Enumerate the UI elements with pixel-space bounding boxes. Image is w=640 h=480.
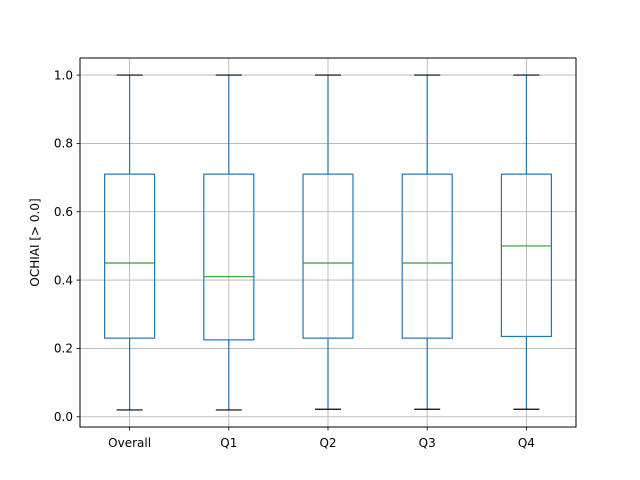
boxes-layer bbox=[103, 74, 552, 411]
box-iqr bbox=[103, 173, 156, 339]
x-tick-label: Q2 bbox=[319, 436, 336, 450]
y-tick-label: 1.0 bbox=[54, 68, 73, 82]
box-iqr bbox=[401, 173, 453, 339]
box-iqr bbox=[500, 173, 552, 338]
box-iqr bbox=[203, 173, 255, 341]
box-q4 bbox=[500, 74, 552, 410]
ticks-layer: 0.0 0.2 0.4 0.6 0.8 1.0 Overall Q1 Q2 Q3 Q4 bbox=[54, 68, 535, 450]
box-q2 bbox=[302, 74, 354, 410]
x-tick-label: Q3 bbox=[419, 436, 436, 450]
x-tick-label: Overall bbox=[108, 436, 151, 450]
x-tick-label: Q1 bbox=[220, 436, 237, 450]
box-q3 bbox=[401, 74, 453, 410]
y-tick-label: 0.6 bbox=[54, 205, 73, 219]
y-axis-label: OCHIAI [> 0.0] bbox=[28, 198, 42, 286]
y-tick-label: 0.2 bbox=[54, 342, 73, 356]
x-tick-label: Q4 bbox=[518, 436, 535, 450]
y-tick-label: 0.0 bbox=[54, 410, 73, 424]
box-iqr bbox=[302, 173, 354, 339]
y-tick-label: 0.4 bbox=[54, 273, 73, 287]
y-tick-label: 0.8 bbox=[54, 137, 73, 151]
box-overall bbox=[103, 74, 156, 411]
box-q1 bbox=[203, 74, 255, 411]
